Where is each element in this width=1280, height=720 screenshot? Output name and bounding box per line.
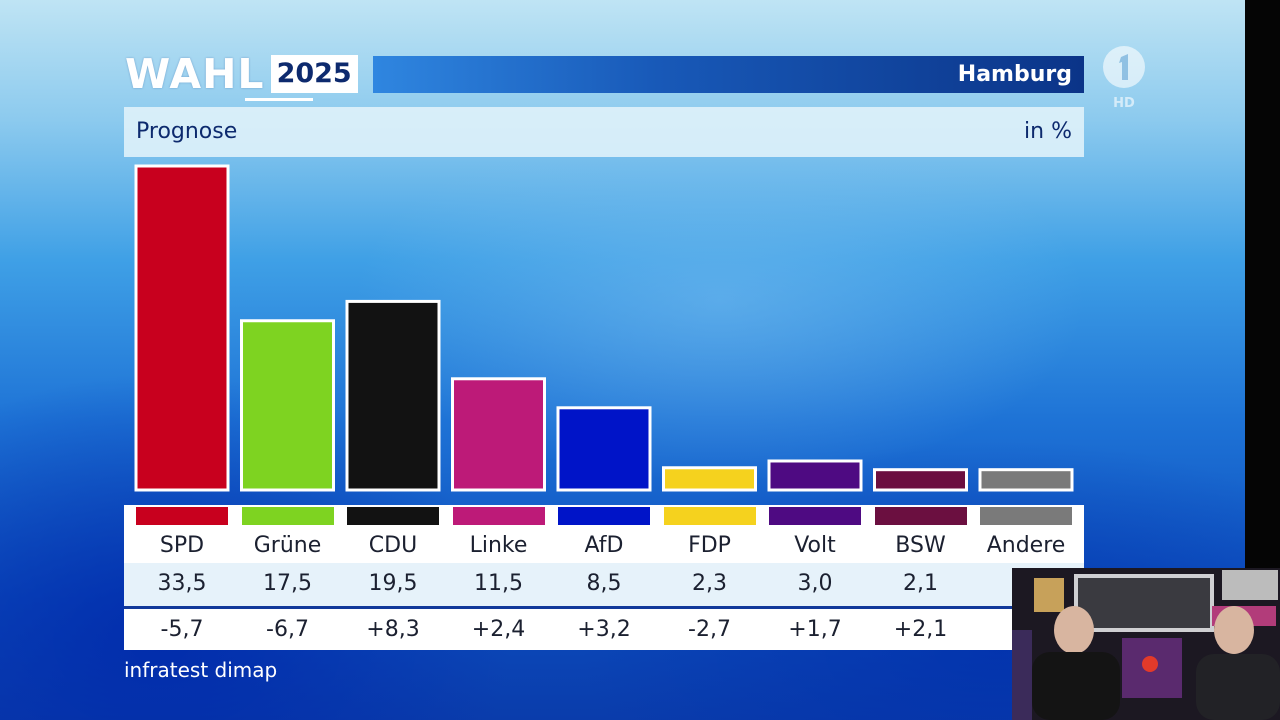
person-left-icon bbox=[1054, 606, 1094, 654]
change-label-spd: -5,7 bbox=[160, 617, 204, 642]
party-name-fdp: FDP bbox=[688, 533, 731, 558]
unit-label: in % bbox=[1024, 119, 1072, 144]
change-label-bsw: +2,1 bbox=[893, 617, 948, 642]
source-label: infratest dimap bbox=[124, 658, 278, 682]
change-label-fdp: -2,7 bbox=[688, 617, 731, 642]
logo-underline bbox=[245, 98, 313, 101]
webcam-scene bbox=[1012, 568, 1280, 720]
bar-chart bbox=[134, 164, 1074, 492]
row-separator bbox=[124, 606, 1084, 609]
hd-label: HD bbox=[1113, 96, 1135, 111]
party-name-gruene: Grüne bbox=[253, 533, 322, 558]
value-label-cdu: 19,5 bbox=[368, 571, 418, 596]
change-label-volt: +1,7 bbox=[788, 617, 842, 642]
swatch-spd bbox=[136, 507, 228, 525]
change-label-cdu: +8,3 bbox=[366, 617, 420, 642]
swatch-fdp bbox=[663, 507, 756, 525]
party-name-spd: SPD bbox=[159, 533, 205, 558]
bar-fdp bbox=[662, 466, 757, 492]
wahl-logo: WAHL 2025 bbox=[125, 52, 358, 96]
results-table: SPD 33,5 -5,7 Grüne 17,5 -6,7 CDU 19,5 +8,3 Linke… bbox=[124, 505, 1084, 650]
bar-volt bbox=[767, 459, 863, 492]
logo-year: 2025 bbox=[270, 55, 358, 93]
webcam-overlay bbox=[1012, 568, 1280, 720]
change-label-linke: +2,4 bbox=[471, 617, 526, 642]
value-label-gruene: 17,5 bbox=[263, 571, 312, 596]
party-name-linke: Linke bbox=[469, 533, 528, 558]
swatch-afd bbox=[558, 507, 650, 525]
value-label-volt: 3,0 bbox=[797, 571, 833, 596]
swatch-linke bbox=[452, 507, 545, 525]
picture-icon bbox=[1034, 578, 1064, 612]
subheader: Prognose in % bbox=[124, 107, 1084, 157]
swatch-andere bbox=[980, 507, 1072, 525]
change-row bbox=[124, 609, 1084, 650]
party-name-volt: Volt bbox=[794, 533, 836, 558]
value-label-spd: 33,5 bbox=[157, 571, 207, 596]
value-label-bsw: 2,1 bbox=[903, 571, 938, 596]
party-name-cdu: CDU bbox=[368, 533, 418, 558]
bar-spd bbox=[134, 164, 230, 492]
change-label-gruene: -6,7 bbox=[266, 617, 309, 642]
swatch-volt bbox=[769, 507, 861, 525]
change-label-afd: +3,2 bbox=[577, 617, 631, 642]
chart-subtitle: Prognose bbox=[136, 119, 238, 144]
party-name-afd: AfD bbox=[584, 533, 624, 558]
photo-frame-icon bbox=[1222, 570, 1278, 600]
value-label-fdp: 2,3 bbox=[692, 571, 727, 596]
region-label: Hamburg bbox=[957, 62, 1072, 87]
swatch-bsw bbox=[874, 507, 967, 525]
person-right-icon bbox=[1214, 606, 1254, 654]
bar-afd bbox=[556, 406, 652, 492]
party-name-andere: Andere bbox=[986, 533, 1066, 558]
value-row bbox=[124, 563, 1084, 606]
ard-one-logo-icon: HD bbox=[1103, 46, 1145, 111]
swatch-gruene bbox=[241, 507, 334, 525]
value-label-linke: 11,5 bbox=[474, 571, 523, 596]
logo-word: WAHL bbox=[125, 50, 265, 98]
swatch-cdu bbox=[347, 507, 439, 525]
party-name-bsw: BSW bbox=[895, 533, 946, 558]
bar-bsw bbox=[873, 468, 968, 492]
tv-screen: WAHL 2025 Hamburg HD Prognose in % SPD 33… bbox=[0, 0, 1245, 720]
bar-gruene bbox=[240, 319, 335, 492]
bar-cdu bbox=[345, 299, 441, 492]
bar-andere bbox=[978, 468, 1074, 492]
value-label-afd: 8,5 bbox=[586, 571, 622, 596]
bar-linke bbox=[451, 377, 546, 492]
header-bar: Hamburg bbox=[373, 56, 1084, 93]
